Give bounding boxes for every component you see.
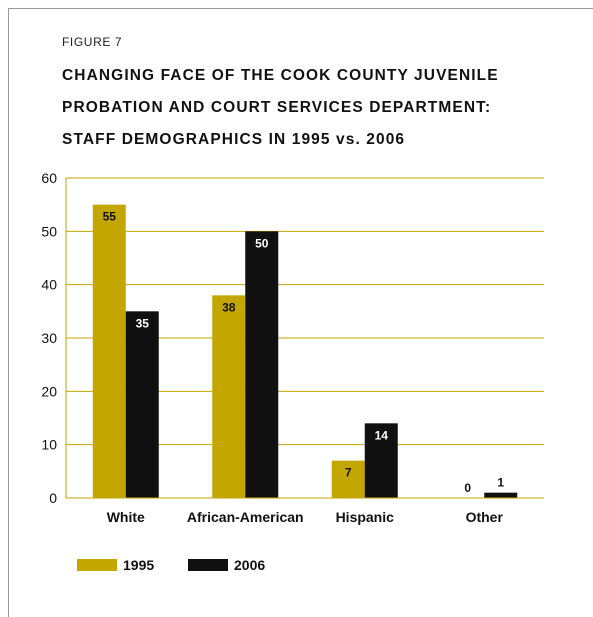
x-tick-label-white: White bbox=[107, 509, 145, 525]
data-label-1995-african-american: 38 bbox=[222, 300, 236, 314]
bar-2006-white bbox=[125, 311, 159, 498]
bar-2006-african-american bbox=[245, 231, 279, 499]
title-line-3: STAFF DEMOGRAPHICS IN 1995 vs. 2006 bbox=[62, 131, 406, 148]
legend-label-2006: 2006 bbox=[234, 557, 266, 573]
data-label-2006-other: 1 bbox=[497, 476, 504, 490]
bar-2006-hispanic bbox=[364, 423, 398, 498]
title-line-2: PROBATION AND COURT SERVICES DEPARTMENT: bbox=[62, 99, 492, 116]
legend-swatch-1995 bbox=[77, 559, 117, 571]
legend-swatch-2006 bbox=[188, 559, 228, 571]
y-tick-label-40: 40 bbox=[41, 277, 57, 293]
figure-label: FIGURE 7 bbox=[62, 35, 123, 49]
x-tick-label-hispanic: Hispanic bbox=[336, 509, 395, 525]
data-label-2006-hispanic: 14 bbox=[375, 428, 389, 442]
y-tick-label-20: 20 bbox=[41, 383, 57, 399]
bar-2006-other bbox=[484, 492, 518, 498]
y-tick-label-10: 10 bbox=[41, 437, 57, 453]
data-label-2006-white: 35 bbox=[136, 316, 150, 330]
frame-top-border bbox=[8, 8, 593, 9]
bar-1995-hispanic bbox=[331, 460, 365, 498]
bar-chart: 01020304050605535White3850African-Americ… bbox=[41, 170, 544, 525]
y-tick-label-30: 30 bbox=[41, 330, 57, 346]
y-tick-label-60: 60 bbox=[41, 170, 57, 186]
y-tick-label-0: 0 bbox=[49, 490, 57, 506]
x-tick-label-other: Other bbox=[466, 509, 504, 525]
legend-label-1995: 1995 bbox=[123, 557, 155, 573]
data-label-1995-white: 55 bbox=[103, 210, 117, 224]
frame-left-border bbox=[8, 8, 9, 617]
x-tick-label-african-american: African-American bbox=[187, 509, 304, 525]
bar-1995-african-american bbox=[212, 295, 246, 498]
y-tick-label-50: 50 bbox=[41, 223, 57, 239]
bar-1995-white bbox=[92, 204, 126, 498]
data-label-2006-african-american: 50 bbox=[255, 236, 269, 250]
data-label-1995-hispanic: 7 bbox=[345, 466, 352, 480]
legend-item-2006: 2006 bbox=[188, 557, 265, 573]
chart-title: CHANGING FACE OF THE COOK COUNTY JUVENIL… bbox=[62, 60, 562, 156]
legend-item-1995: 1995 bbox=[77, 557, 154, 573]
title-line-1: CHANGING FACE OF THE COOK COUNTY JUVENIL… bbox=[62, 67, 499, 84]
data-label-1995-other: 0 bbox=[464, 481, 471, 495]
